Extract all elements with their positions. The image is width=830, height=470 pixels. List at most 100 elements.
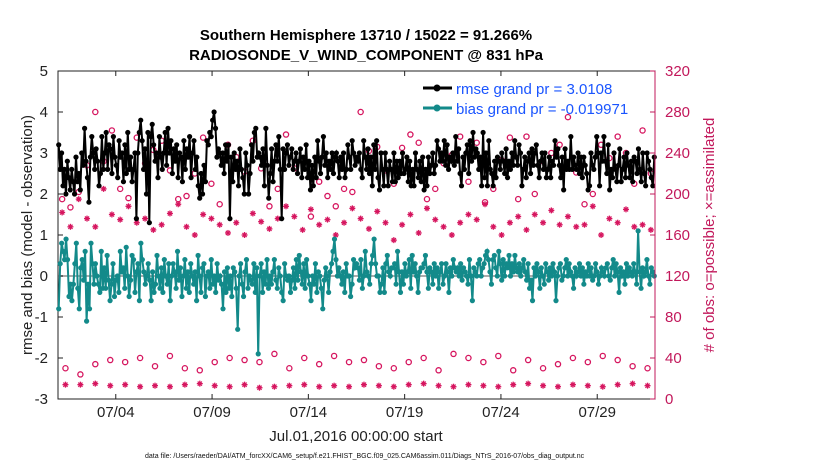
- rmse-point: [110, 134, 116, 140]
- bias-point: [581, 281, 587, 287]
- bias-point: [73, 240, 79, 246]
- bias-point: [59, 240, 65, 246]
- obs-assimilated-marker: [299, 226, 306, 233]
- obs-assimilated-marker: [158, 221, 165, 228]
- obs-possible-marker-low: [211, 358, 218, 366]
- bias-point: [218, 281, 225, 287]
- right-tick-label: 240: [665, 145, 690, 162]
- bias-point: [125, 273, 131, 279]
- rmse-point: [267, 170, 273, 177]
- rmse-point: [467, 138, 473, 144]
- obs-assimilated-marker: [258, 218, 265, 225]
- rmse-point: [571, 154, 577, 160]
- bias-point: [572, 265, 578, 271]
- rmse-point: [287, 154, 293, 160]
- rmse-point: [182, 166, 188, 172]
- rmse-point: [471, 154, 478, 160]
- rmse-point: [584, 170, 590, 177]
- legend-bias-label: bias grand pr = -0.019971: [456, 101, 628, 118]
- rmse-point: [70, 179, 76, 185]
- rmse-point: [516, 142, 522, 148]
- rmse-point: [592, 154, 598, 160]
- bias-point: [339, 281, 345, 287]
- rmse-point: [451, 162, 457, 168]
- star-stroke: [225, 230, 231, 236]
- bias-point: [198, 289, 204, 295]
- rmse-point: [548, 175, 554, 181]
- star-stroke: [316, 222, 322, 228]
- rmse-point: [576, 170, 583, 177]
- bias-point: [647, 281, 653, 287]
- bias-point: [85, 281, 91, 287]
- bias-point: [644, 257, 650, 263]
- star-stroke: [76, 196, 82, 202]
- rmse-point: [480, 129, 486, 136]
- bias-point: [446, 289, 452, 295]
- bias-point: [292, 285, 298, 291]
- rmse-point: [323, 150, 329, 156]
- rmse-point: [497, 166, 503, 172]
- rmse-point: [506, 158, 512, 164]
- bias-point: [169, 273, 175, 279]
- y-axis-label-left: rmse and bias (model - observation): [19, 115, 36, 355]
- star-stroke: [101, 186, 107, 192]
- bias-point: [130, 257, 137, 263]
- rmse-point: [281, 166, 288, 172]
- bias-point: [613, 261, 619, 267]
- bias-point: [328, 261, 335, 267]
- obs-assimilated-marker: [540, 219, 547, 226]
- bias-point: [116, 289, 122, 295]
- rmse-point: [61, 166, 68, 172]
- rmse-point: [89, 134, 95, 140]
- bias-point: [529, 298, 536, 304]
- star-stroke: [525, 381, 531, 387]
- star-stroke: [366, 226, 372, 232]
- bias-point: [421, 261, 427, 267]
- star-stroke: [570, 382, 576, 388]
- bias-point: [428, 269, 434, 275]
- bias-point: [186, 289, 192, 295]
- rmse-point: [608, 166, 614, 172]
- obs-assimilated-marker-low: [92, 380, 99, 387]
- rmse-point: [115, 175, 121, 181]
- bias-point: [494, 273, 500, 279]
- plot-area: [57, 70, 656, 400]
- rmse-point: [129, 179, 135, 185]
- rmse-point: [333, 150, 339, 156]
- obs-assimilated-marker: [465, 211, 472, 218]
- rmse-point: [355, 158, 361, 164]
- bias-point: [196, 273, 203, 279]
- star-stroke: [256, 385, 263, 391]
- bias-point: [227, 273, 233, 279]
- rmse-point: [555, 146, 561, 152]
- obs-possible-marker: [465, 178, 472, 185]
- rmse-point: [507, 166, 514, 172]
- obs-assimilated-marker: [564, 213, 571, 220]
- star-stroke: [600, 384, 606, 390]
- rmse-point: [256, 150, 262, 156]
- rmse-point: [477, 154, 483, 160]
- bias-point: [504, 265, 511, 271]
- rmse-point: [310, 183, 316, 189]
- bias-point: [248, 277, 254, 283]
- obs-assimilated-marker: [150, 226, 157, 233]
- rmse-point: [489, 170, 495, 177]
- bias-point: [546, 277, 552, 283]
- rmse-point: [306, 158, 312, 164]
- rmse-point: [286, 162, 292, 168]
- rmse-point: [369, 183, 375, 189]
- obs-possible-marker-low: [166, 352, 174, 360]
- rmse-point: [189, 150, 196, 156]
- rmse-point: [456, 146, 462, 152]
- rmse-point: [171, 146, 177, 152]
- bias-point: [176, 277, 182, 283]
- bias-point: [507, 273, 514, 279]
- bias-point: [645, 273, 651, 279]
- bias-point: [427, 265, 433, 271]
- star-stroke: [495, 384, 501, 390]
- bias-point: [243, 257, 250, 263]
- obs-possible-marker-low: [390, 364, 398, 372]
- rmse-point: [113, 162, 119, 168]
- rmse-point: [542, 150, 548, 156]
- star-stroke: [441, 224, 447, 230]
